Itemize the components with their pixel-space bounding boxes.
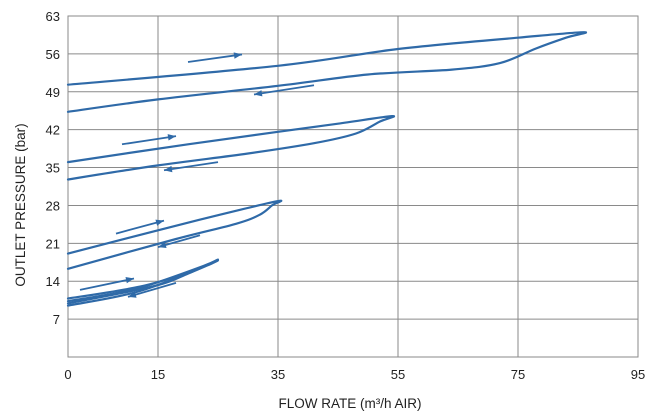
series-line — [66, 114, 396, 181]
flow-arrow-shaft — [253, 84, 315, 96]
flow-arrow-head — [164, 165, 173, 173]
x-tick-label: 0 — [64, 367, 71, 382]
y-tick-label: 28 — [46, 198, 60, 213]
y-tick-label: 56 — [46, 47, 60, 62]
flow-arrow-head — [158, 241, 167, 249]
x-tick-label: 15 — [151, 367, 165, 382]
flow-arrow-shaft — [187, 53, 243, 63]
flow-arrow-head — [125, 277, 134, 284]
flow-arrow-shaft — [127, 281, 177, 298]
x-tick-label: 95 — [631, 367, 645, 382]
y-axis-label: OUTLET PRESSURE (bar) — [13, 123, 28, 286]
y-tick-label: 21 — [46, 236, 60, 251]
flow-arrow-shaft — [121, 135, 177, 146]
tick-labels: 0 15 35 55 75 95 7 14 21 28 35 42 49 56 63 — [46, 9, 646, 382]
x-tick-label: 75 — [511, 367, 525, 382]
flow-arrow-shaft — [79, 277, 135, 291]
series-layer — [66, 31, 587, 307]
series-line — [66, 199, 283, 270]
y-tick-label: 49 — [46, 85, 60, 100]
series-line — [66, 259, 220, 307]
y-tick-label: 63 — [46, 9, 60, 24]
flow-arrow-head — [233, 52, 242, 59]
x-tick-label: 55 — [391, 367, 405, 382]
flow-arrow-shaft — [115, 219, 165, 235]
y-tick-label: 42 — [46, 123, 60, 138]
y-tick-label: 14 — [46, 274, 60, 289]
flow-arrow-shaft — [163, 161, 219, 172]
y-tick-label: 35 — [46, 161, 60, 176]
x-axis-label: FLOW RATE (m³/h AIR) — [278, 396, 421, 411]
x-tick-label: 35 — [271, 367, 285, 382]
y-tick-label: 7 — [53, 312, 60, 327]
series-line — [66, 31, 587, 113]
flow-arrow-head — [155, 219, 164, 226]
flow-arrow-head — [167, 134, 176, 141]
plot-frame — [67, 15, 639, 358]
grid — [67, 15, 639, 358]
flow-arrow-head — [254, 90, 263, 97]
